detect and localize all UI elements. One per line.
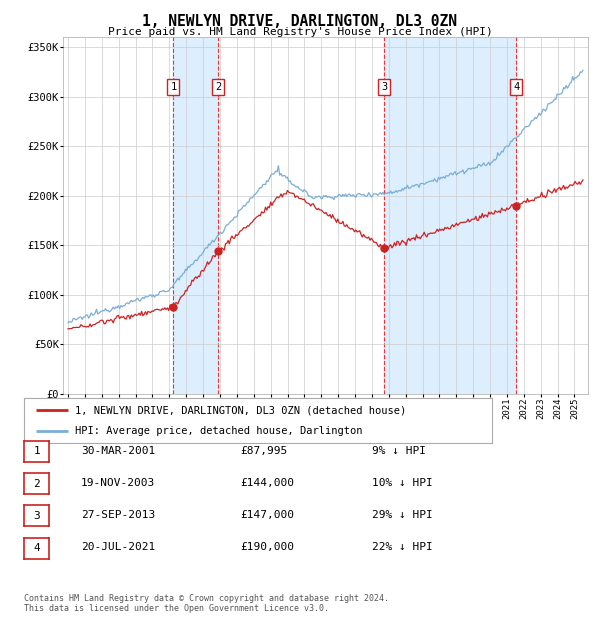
Text: 22% ↓ HPI: 22% ↓ HPI — [372, 542, 433, 552]
Text: £87,995: £87,995 — [240, 446, 287, 456]
Text: 2: 2 — [215, 82, 221, 92]
Text: £147,000: £147,000 — [240, 510, 294, 520]
Text: 4: 4 — [513, 82, 520, 92]
Text: 29% ↓ HPI: 29% ↓ HPI — [372, 510, 433, 520]
Text: 9% ↓ HPI: 9% ↓ HPI — [372, 446, 426, 456]
Text: 2: 2 — [33, 479, 40, 489]
Text: 19-NOV-2003: 19-NOV-2003 — [81, 478, 155, 488]
Text: Contains HM Land Registry data © Crown copyright and database right 2024.: Contains HM Land Registry data © Crown c… — [24, 595, 389, 603]
Text: £144,000: £144,000 — [240, 478, 294, 488]
Text: 10% ↓ HPI: 10% ↓ HPI — [372, 478, 433, 488]
Text: This data is licensed under the Open Government Licence v3.0.: This data is licensed under the Open Gov… — [24, 604, 329, 613]
Text: 3: 3 — [381, 82, 388, 92]
Text: 30-MAR-2001: 30-MAR-2001 — [81, 446, 155, 456]
Text: 4: 4 — [33, 543, 40, 553]
Text: 20-JUL-2021: 20-JUL-2021 — [81, 542, 155, 552]
Text: 1: 1 — [33, 446, 40, 456]
Text: 3: 3 — [33, 511, 40, 521]
Text: £190,000: £190,000 — [240, 542, 294, 552]
Text: HPI: Average price, detached house, Darlington: HPI: Average price, detached house, Darl… — [76, 426, 363, 436]
Text: Price paid vs. HM Land Registry's House Price Index (HPI): Price paid vs. HM Land Registry's House … — [107, 27, 493, 37]
Text: 1, NEWLYN DRIVE, DARLINGTON, DL3 0ZN (detached house): 1, NEWLYN DRIVE, DARLINGTON, DL3 0ZN (de… — [76, 405, 407, 415]
Text: 1: 1 — [170, 82, 176, 92]
Text: 1, NEWLYN DRIVE, DARLINGTON, DL3 0ZN: 1, NEWLYN DRIVE, DARLINGTON, DL3 0ZN — [143, 14, 458, 29]
Bar — [173, 37, 218, 394]
Text: 27-SEP-2013: 27-SEP-2013 — [81, 510, 155, 520]
Bar — [385, 37, 516, 394]
